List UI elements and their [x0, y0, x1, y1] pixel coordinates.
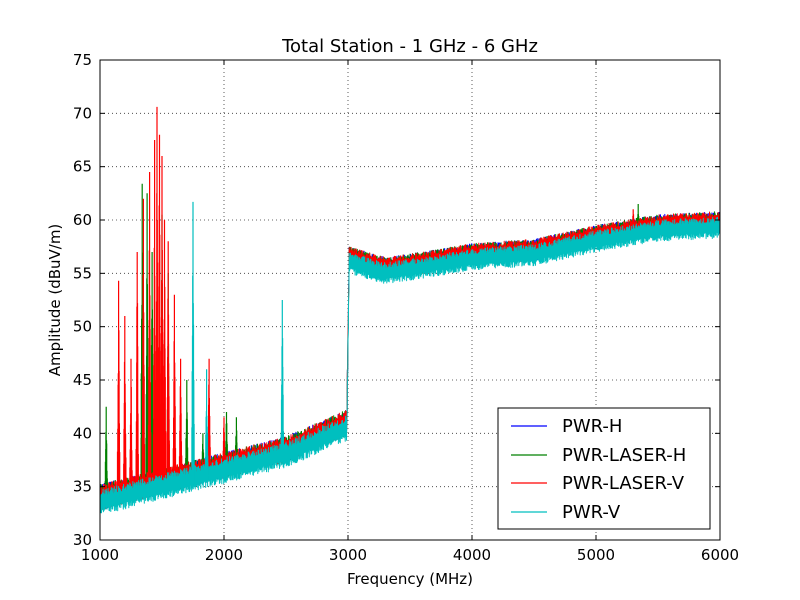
legend-label-pwr-v: PWR-V: [562, 502, 621, 523]
series-spike: [280, 300, 284, 461]
series-line-pwr-v: [99, 216, 721, 514]
y-tick-label: 55: [73, 264, 92, 282]
series-spike: [129, 358, 133, 495]
series-spike: [172, 294, 177, 484]
axis-ticks: 1000 2000 3000 4000 5000 6000 30 35 40 45 50 55 60 65…: [73, 51, 739, 564]
x-tick-label: 2000: [205, 546, 243, 564]
plot-frame: [99, 59, 721, 541]
legend-item-pwr-h: PWR-H: [511, 416, 622, 437]
x-tick-label: 4000: [453, 546, 491, 564]
series-spike: [162, 220, 167, 486]
y-axis-title: Amplitude (dBuV/m): [46, 224, 64, 377]
y-tick-label: 50: [73, 318, 92, 336]
legend-label-pwr-laser-h: PWR-LASER-H: [562, 445, 686, 466]
y-tick-label: 45: [73, 371, 92, 389]
x-tick-label: 5000: [577, 546, 615, 564]
legend-label-pwr-laser-v: PWR-LASER-V: [562, 473, 685, 494]
x-tick-label: 6000: [701, 546, 739, 564]
series-spike: [191, 201, 195, 484]
chart-title: Total Station - 1 GHz - 6 GHz: [281, 36, 538, 57]
series-layer: [99, 106, 721, 514]
series-spike: [123, 316, 127, 497]
series-spike: [166, 241, 170, 486]
y-tick-label: 75: [73, 51, 92, 69]
legend-item-pwr-laser-v: PWR-LASER-V: [511, 473, 685, 494]
y-tick-label: 30: [73, 531, 92, 549]
legend-frame: [497, 407, 711, 530]
x-tick-label: 3000: [329, 546, 367, 564]
legend: PWR-H PWR-LASER-H PWR-LASER-V PWR-V: [497, 407, 711, 530]
series-spike: [141, 198, 146, 492]
series-pwr-laser-v: [99, 106, 721, 510]
series-spike: [204, 369, 209, 481]
series-spike: [147, 172, 152, 490]
series-pwr-v: [99, 201, 721, 514]
y-tick-label: 65: [73, 158, 92, 176]
y-tick-label: 70: [73, 104, 92, 122]
x-tick-label: 1000: [81, 546, 119, 564]
y-tick-label: 60: [73, 211, 92, 229]
x-axis-title: Frequency (MHz): [347, 570, 473, 588]
series-spike: [116, 280, 121, 498]
legend-label-pwr-h: PWR-H: [562, 416, 622, 437]
y-tick-label: 35: [73, 478, 92, 496]
series-spike: [135, 252, 139, 494]
series-spike: [178, 358, 183, 482]
legend-item-pwr-laser-h: PWR-LASER-H: [511, 445, 686, 466]
legend-item-pwr-v: PWR-V: [511, 502, 621, 523]
y-tick-label: 40: [73, 424, 92, 442]
